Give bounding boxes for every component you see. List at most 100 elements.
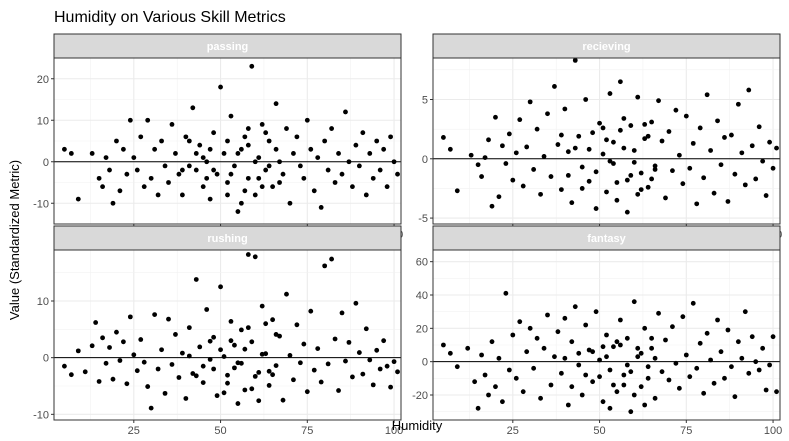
- data-point: [124, 171, 130, 177]
- data-point: [569, 200, 575, 206]
- data-point: [534, 335, 540, 341]
- data-point: [350, 184, 355, 190]
- data-point: [638, 350, 644, 356]
- data-point: [607, 158, 613, 164]
- data-point: [760, 158, 766, 164]
- data-point: [624, 335, 630, 341]
- data-point: [124, 381, 130, 387]
- data-point: [472, 379, 478, 385]
- data-point: [193, 373, 199, 379]
- data-point: [89, 343, 95, 349]
- data-point: [576, 362, 582, 368]
- data-point: [225, 380, 230, 386]
- data-point: [242, 188, 248, 194]
- data-point: [666, 377, 672, 383]
- data-point: [127, 117, 133, 123]
- data-point: [638, 170, 644, 176]
- y-tick-label: 40: [416, 290, 428, 302]
- data-point: [767, 139, 772, 145]
- data-point: [266, 383, 272, 388]
- y-tick-label: 10: [37, 115, 49, 127]
- data-point: [235, 401, 241, 406]
- data-point: [645, 375, 651, 381]
- data-point: [760, 345, 766, 351]
- data-point: [107, 167, 112, 173]
- data-point: [600, 344, 606, 350]
- panel-rushing: rushing -10 0 10 25 50 75 100: [33, 225, 403, 437]
- data-point: [524, 144, 530, 150]
- data-point: [597, 120, 602, 126]
- panel-border-rushing: [53, 249, 402, 421]
- data-point: [287, 353, 293, 358]
- data-point: [186, 325, 192, 331]
- data-point: [353, 300, 359, 306]
- data-point: [395, 369, 400, 375]
- data-point: [391, 359, 397, 365]
- data-point: [621, 382, 627, 388]
- data-point: [204, 159, 210, 165]
- data-point: [259, 351, 265, 357]
- data-point: [465, 345, 471, 351]
- data-point: [134, 368, 140, 374]
- data-point: [635, 191, 641, 197]
- data-point: [503, 161, 509, 166]
- data-point: [183, 396, 189, 401]
- data-point: [200, 184, 206, 190]
- data-point: [510, 332, 516, 338]
- data-point: [527, 99, 533, 105]
- data-point: [249, 63, 255, 69]
- data-point: [753, 359, 759, 365]
- data-point: [294, 322, 300, 328]
- data-point: [583, 97, 589, 102]
- data-point: [197, 142, 203, 148]
- data-point: [100, 335, 105, 341]
- data-point: [89, 151, 95, 156]
- strip-recieving: [432, 33, 781, 59]
- data-point: [75, 196, 81, 202]
- data-point: [245, 175, 251, 181]
- data-point: [384, 184, 390, 190]
- data-point: [486, 392, 491, 398]
- data-point: [604, 137, 609, 143]
- data-point: [346, 339, 352, 345]
- data-point: [176, 375, 182, 380]
- data-point: [642, 402, 648, 408]
- data-point: [604, 332, 609, 338]
- data-point: [173, 332, 178, 337]
- data-point: [363, 326, 369, 332]
- data-point: [520, 389, 526, 395]
- data-point: [742, 182, 748, 188]
- data-point: [722, 135, 727, 140]
- data-point: [687, 165, 693, 171]
- data-point: [245, 325, 251, 331]
- data-point: [604, 354, 609, 360]
- data-point: [583, 372, 589, 378]
- data-point: [332, 180, 338, 185]
- data-point: [579, 164, 585, 170]
- data-point: [152, 146, 158, 152]
- data-point: [576, 350, 582, 356]
- data-point: [68, 372, 74, 378]
- data-point: [273, 363, 279, 368]
- strip-rushing: [53, 225, 402, 251]
- data-point: [527, 325, 533, 331]
- y-tick-label: 10: [37, 296, 49, 308]
- data-point: [329, 126, 334, 131]
- data-point: [228, 338, 234, 344]
- data-point: [600, 151, 606, 157]
- data-point: [628, 123, 634, 128]
- data-point: [141, 184, 147, 190]
- data-point: [475, 162, 481, 168]
- x-tick-label: 100: [764, 425, 782, 437]
- data-point: [325, 167, 331, 173]
- data-point: [277, 159, 282, 165]
- data-point: [552, 84, 557, 89]
- data-point: [242, 346, 248, 352]
- x-tick-label: 25: [507, 425, 519, 437]
- data-point: [166, 180, 171, 185]
- data-point: [218, 347, 223, 353]
- data-point: [315, 346, 321, 351]
- data-point: [503, 290, 509, 296]
- data-point: [252, 254, 258, 260]
- data-point: [82, 369, 88, 375]
